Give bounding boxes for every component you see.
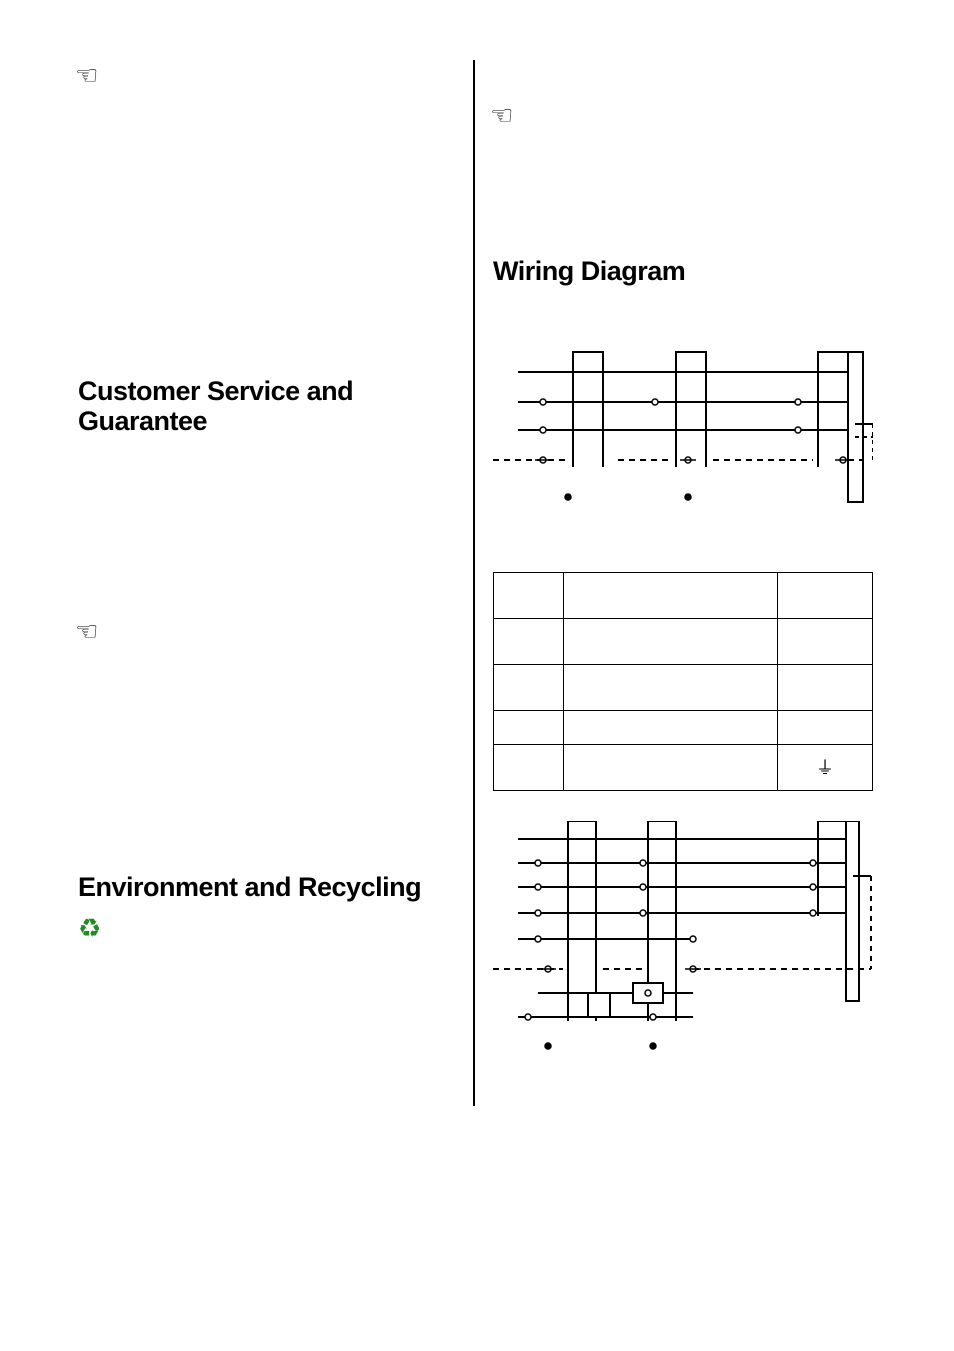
table-row (494, 710, 873, 744)
table-row: ⏚ (494, 744, 873, 790)
wiring-diagram-top (493, 327, 873, 542)
recycle-icon: ♻ (78, 913, 101, 943)
wiring-table: ⏚ (493, 572, 873, 791)
heading-customer-service: Customer Service and Guarantee (78, 377, 455, 436)
hand-icon: ☟ (70, 68, 101, 84)
hand-icon: ☟ (70, 624, 101, 640)
ground-icon: ⏚ (816, 758, 834, 778)
table-row (494, 664, 873, 710)
table-row (494, 618, 873, 664)
wiring-diagram-bottom (493, 821, 873, 1086)
right-column: ☟ Wiring Diagram (473, 60, 873, 1106)
left-column: ☟ Customer Service and Guarantee ☟ Envir… (78, 60, 473, 1106)
heading-wiring-diagram: Wiring Diagram (493, 257, 873, 287)
hand-icon: ☟ (485, 108, 516, 124)
heading-environment: Environment and Recycling (78, 873, 455, 903)
table-row (494, 572, 873, 618)
